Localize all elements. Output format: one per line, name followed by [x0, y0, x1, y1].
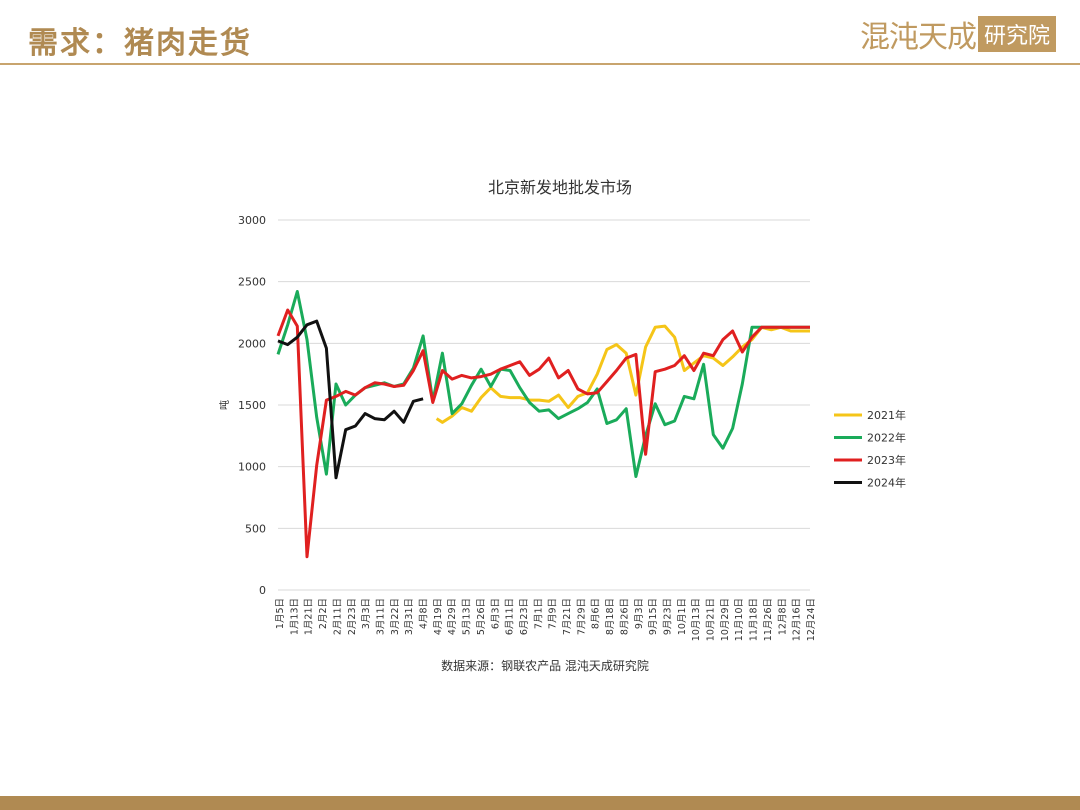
x-tick-label: 10月21日: [706, 598, 717, 641]
x-tick-label: 2月11日: [332, 598, 343, 635]
legend-label: 2024年: [867, 476, 906, 490]
x-tick-label: 1月13日: [289, 598, 300, 635]
x-tick-label: 5月26日: [476, 598, 487, 635]
x-tick-label: 2月23日: [347, 598, 358, 635]
x-tick-label: 3月3日: [361, 598, 372, 629]
x-tick-label: 7月21日: [562, 598, 573, 635]
series-line-2023年: [276, 308, 810, 559]
chart-legend: 2021年 2022年 2023年 2024年: [834, 408, 906, 490]
series-line-2024年: [277, 319, 424, 480]
source-note: 数据来源：钢联农产品 混沌天成研究院: [441, 658, 649, 673]
x-tick-label: 8月26日: [619, 598, 630, 635]
x-tick-label: 11月10日: [734, 598, 745, 641]
x-tick-label: 3月31日: [404, 598, 415, 635]
x-tick-label: 3月22日: [390, 598, 401, 635]
y-tick-label: 3000: [238, 214, 266, 227]
x-tick-label: 3月11日: [375, 598, 386, 635]
header-divider: [0, 63, 1080, 65]
x-tick-label: 4月19日: [433, 598, 444, 635]
logo-main-text: 混沌天成: [859, 20, 977, 55]
y-tick-label: 1000: [238, 461, 266, 474]
legend-label: 2022年: [867, 431, 906, 445]
x-tick-label: 5月13日: [462, 598, 473, 635]
x-tick-label: 8月6日: [591, 598, 602, 629]
x-tick-label: 6月3日: [490, 598, 501, 629]
x-tick-label: 11月18日: [749, 598, 760, 641]
y-tick-label: 2500: [238, 276, 266, 289]
x-tick-label: 10月29日: [720, 598, 731, 641]
page-title: 需求：猪肉走货: [28, 26, 252, 61]
x-tick-label: 4月29日: [447, 598, 458, 635]
x-tick-label: 12月24日: [806, 598, 817, 641]
x-tick-label: 8月18日: [605, 598, 616, 635]
x-tick-label: 12月16日: [792, 598, 803, 641]
legend-label: 2021年: [867, 408, 906, 422]
x-tick-label: 12月8日: [777, 598, 788, 635]
y-tick-label: 1500: [238, 399, 266, 412]
y-tick-label: 2000: [238, 337, 266, 350]
x-tick-label: 9月3日: [634, 598, 645, 629]
logo-sub-text: 研究院: [977, 16, 1056, 52]
x-tick-label: 6月11日: [505, 598, 516, 635]
x-tick-label: 9月23日: [662, 598, 673, 635]
y-tick-label: 500: [245, 522, 266, 535]
x-tick-label: 10月13日: [691, 598, 702, 641]
y-axis-label: 吨: [218, 400, 231, 410]
footer-bar: [0, 796, 1080, 810]
chart-series: [276, 290, 810, 559]
x-tick-label: 7月29日: [576, 598, 587, 635]
x-tick-label: 7月1日: [533, 598, 544, 629]
legend-label: 2023年: [867, 453, 906, 467]
x-tick-label: 11月26日: [763, 598, 774, 641]
x-tick-label: 1月5日: [275, 598, 286, 629]
x-tick-label: 7月9日: [548, 598, 559, 629]
x-tick-label: 10月1日: [677, 598, 688, 635]
x-tick-label: 1月21日: [304, 598, 315, 635]
logo: 混沌天成 研究院: [859, 14, 1056, 55]
chart-title: 北京新发地批发市场: [488, 178, 632, 197]
series-line-2022年: [276, 290, 810, 478]
x-tick-label: 9月15日: [648, 598, 659, 635]
x-axis-ticks: 1月5日 1月13日 1月21日 2月2日 2月11日 2月23日 3月3日 3月11日 3月2…: [275, 598, 817, 641]
x-tick-label: 6月23日: [519, 598, 530, 635]
y-axis-ticks: 0 500 1000 1500 2000 2500 3000: [238, 214, 266, 597]
x-tick-label: 4月8日: [419, 598, 430, 629]
chart-grid: [278, 219, 810, 591]
x-tick-label: 2月2日: [318, 598, 329, 629]
y-tick-label: 0: [259, 584, 266, 597]
